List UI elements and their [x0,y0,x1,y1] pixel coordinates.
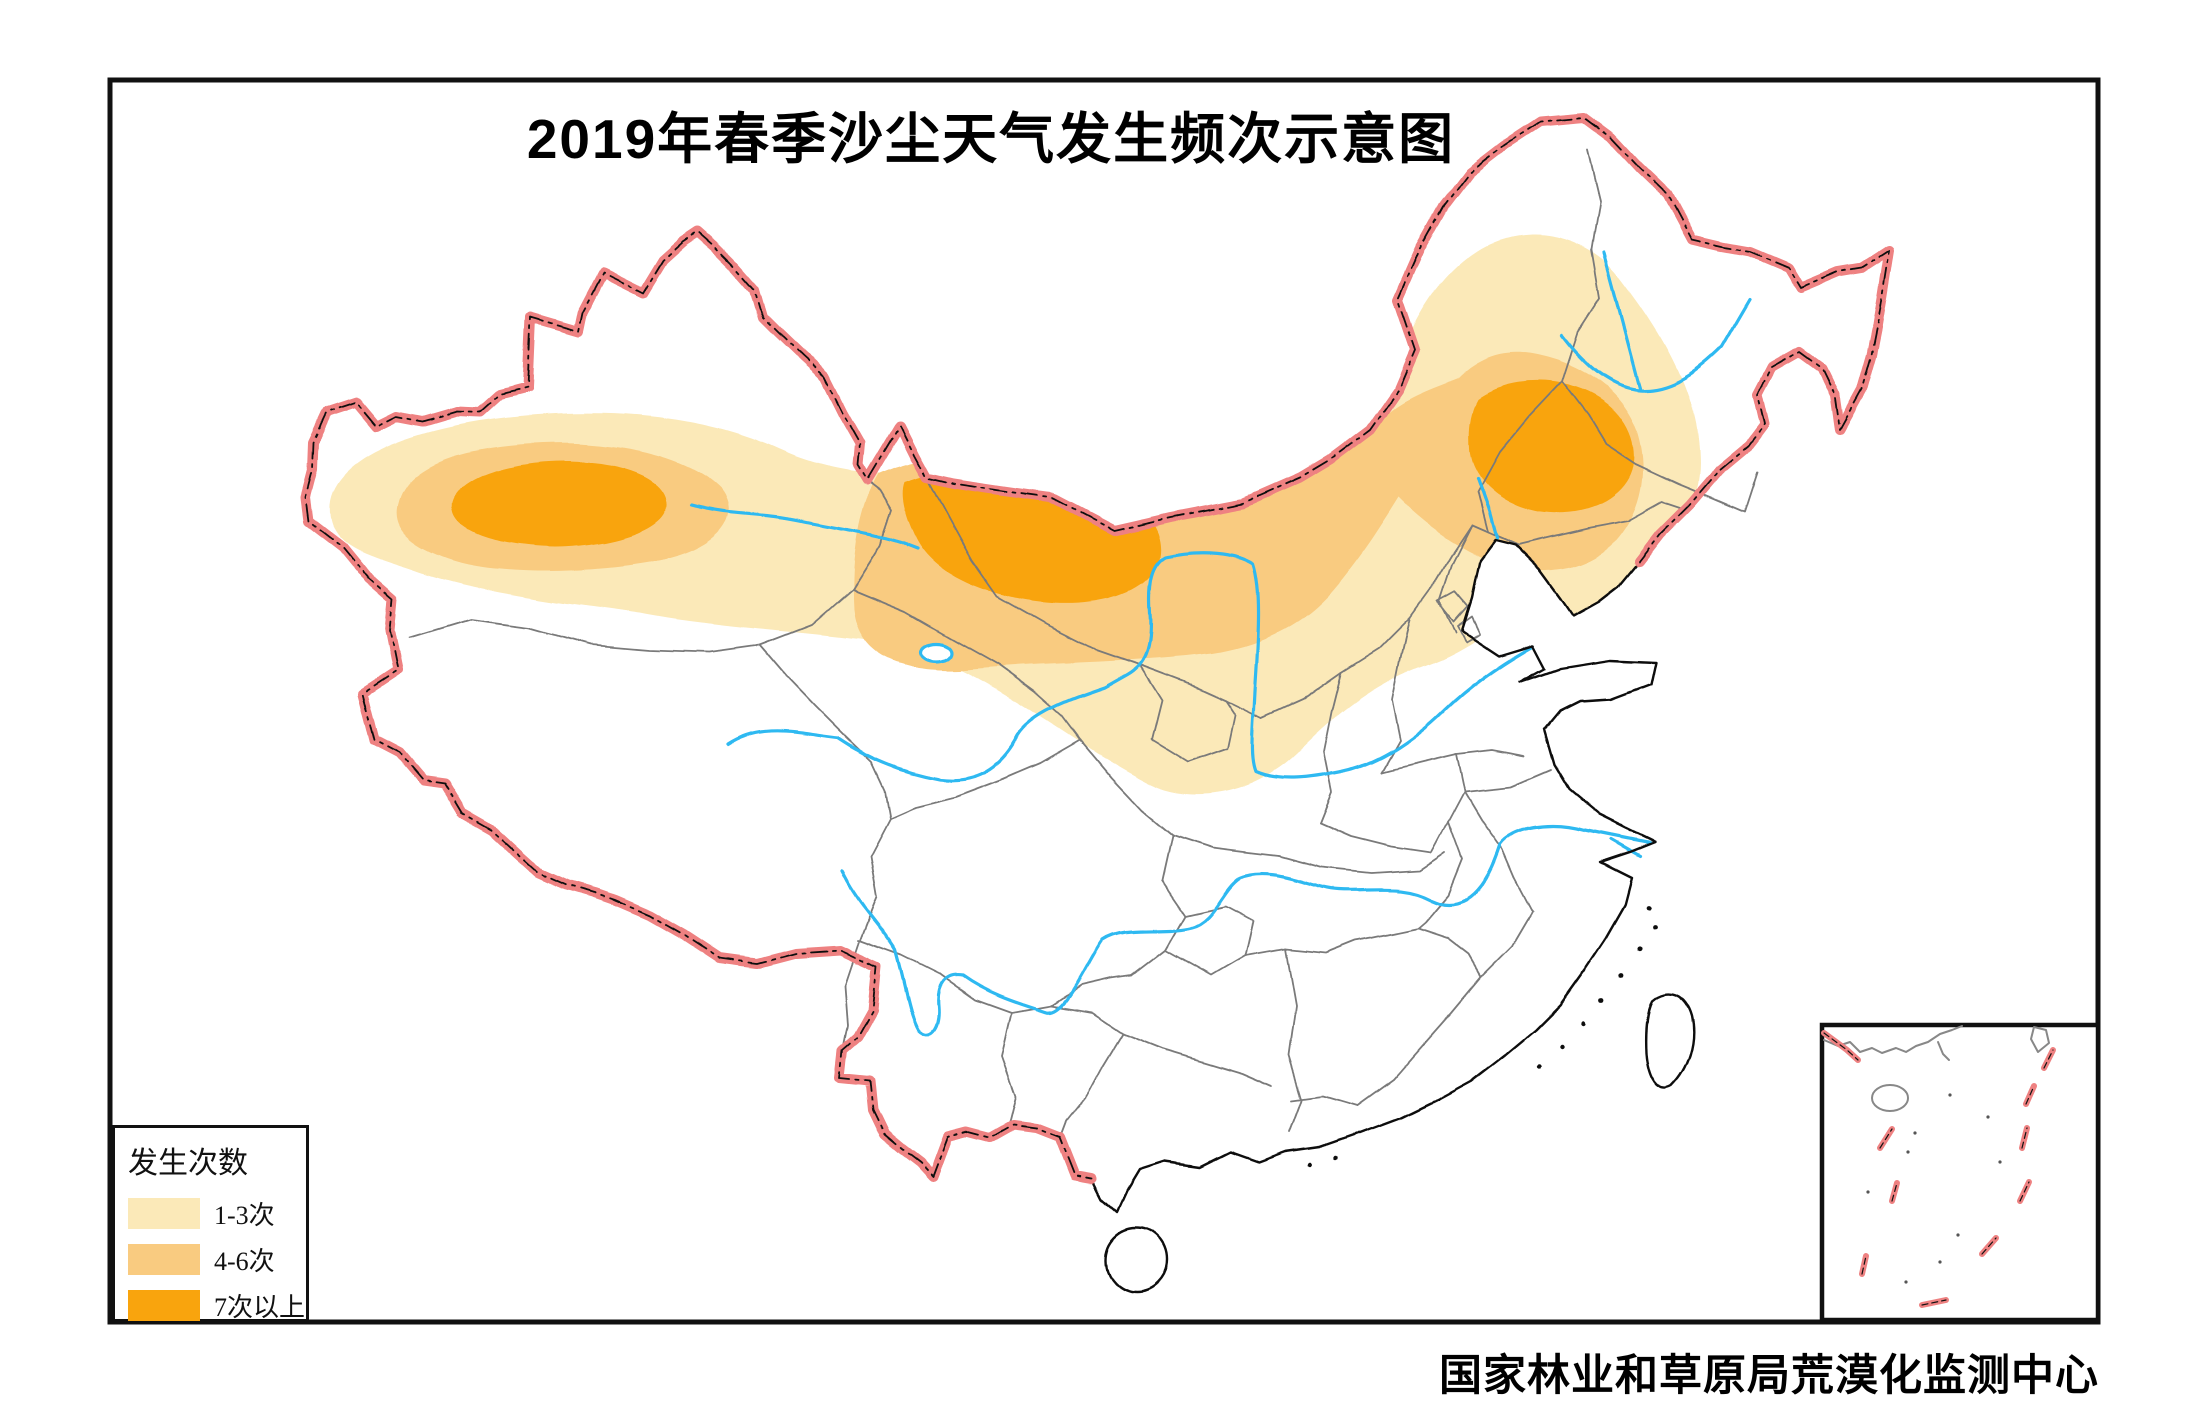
legend-item-7plus: 7次以上 [128,1287,306,1324]
legend-swatch-1-3 [128,1198,200,1229]
national-border-dashline [304,117,1891,1179]
rivers [690,251,1752,1037]
legend-swatch-7plus [128,1290,200,1321]
map-frame [107,77,2101,1325]
legend-label-7plus: 7次以上 [214,1293,306,1322]
hainan-island [1104,1226,1170,1294]
south-china-sea-inset [1819,1022,2101,1323]
liao-river [1476,476,1499,540]
nine-dash-line [1821,1030,2056,1308]
source-caption: 国家林业和草原局荒漠化监测中心 [1439,1352,2099,1400]
taiwan-island [1644,991,1695,1090]
songhua-river [1560,298,1752,392]
yangtze-delta-branch [1610,838,1642,858]
coastline [1090,538,1695,1294]
dust-band-7plus-tarim [451,461,669,547]
inset-hainan [1871,1084,1909,1112]
dust-band-7plus-northeast [1469,380,1634,514]
page-title: 2019年春季沙尘天气发生频次示意图 [526,108,1456,170]
inset-border [1819,1022,2101,1323]
coastal-islets [1307,905,1657,1169]
nen-river [1602,251,1642,390]
legend-swatch-4-6 [128,1244,200,1275]
legend-label-1-3: 1-3次 [214,1201,275,1230]
dust-frequency-bands [329,234,1701,795]
legend-item-4-6: 4-6次 [128,1241,306,1278]
province-boundaries [409,149,1759,1138]
national-border [300,113,1895,1183]
inset-coastline [1823,1025,1963,1054]
inset-leizhou [1937,1041,1950,1061]
legend-label-4-6: 4-6次 [214,1247,275,1276]
qinghai-lake [918,641,952,663]
legend-title: 发生次数 [128,1147,248,1180]
mainland-coast [1090,538,1657,1214]
legend-item-1-3: 1-3次 [128,1195,306,1232]
legend-box: 发生次数 1-3次 4-6次 7次以上 [112,1125,309,1322]
inset-taiwan [2030,1026,2050,1053]
yangtze-river [840,824,1652,1037]
tarim-river [690,503,920,550]
yellow-river [725,551,1535,782]
inset-islets [1866,1093,2002,1284]
